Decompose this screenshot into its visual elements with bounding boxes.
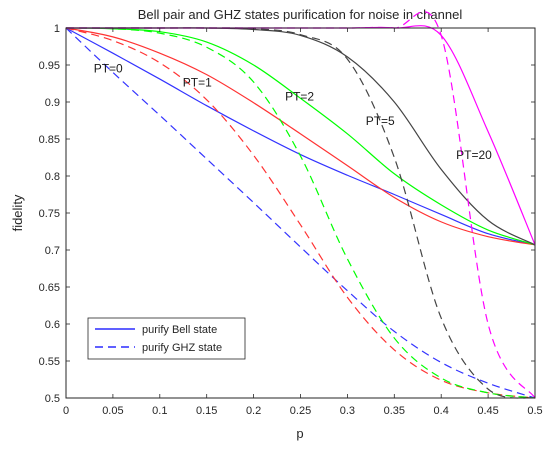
x-tick-label: 0.15 (196, 405, 217, 417)
y-tick-label: 0.85 (39, 134, 60, 146)
y-tick-label: 0.75 (39, 208, 60, 220)
x-tick-label: 0.05 (102, 405, 123, 417)
y-tick-label: 0.6 (45, 319, 60, 331)
legend-label-bell: purify Bell state (142, 324, 217, 336)
annotation-label: PT=0 (94, 61, 123, 75)
annotation-label: PT=1 (183, 76, 212, 90)
series-line-5 (65, 27, 536, 246)
x-tick-label: 0.5 (527, 405, 542, 417)
y-tick-label: 0.65 (39, 282, 60, 294)
legend-label-ghz: purify GHZ state (142, 342, 222, 354)
y-tick-label: 0.7 (45, 245, 60, 257)
series-line-3 (65, 27, 536, 246)
y-tick-label: 0.5 (45, 393, 60, 405)
series-line-1 (65, 27, 536, 246)
y-tick-label: 0.55 (39, 356, 60, 368)
y-tick-label: 0.8 (45, 171, 60, 183)
y-axis: 0.5 0.55 0.6 0.65 0.7 0.75 0.8 0.85 0.9 0.95 1 (39, 23, 535, 405)
series-line-6 (65, 27, 536, 399)
y-tick-label: 0.9 (45, 97, 60, 109)
x-tick-label: 0.25 (290, 405, 311, 417)
x-tick-label: 0.45 (477, 405, 498, 417)
annotation-label: PT=5 (366, 114, 395, 128)
y-tick-label: 0.95 (39, 60, 60, 72)
annotation-layer: PT=0 PT=1 PT=2 PT=5 PT=20 (94, 61, 492, 162)
y-tick-label: 1 (54, 23, 60, 35)
x-axis-label: p (296, 426, 303, 441)
x-tick-label: 0.2 (246, 405, 261, 417)
y-axis-label: fidelity (10, 194, 25, 231)
chart-title: Bell pair and GHZ states purification fo… (138, 7, 463, 22)
x-tick-label: 0.4 (434, 405, 449, 417)
x-axis: 0 0.05 0.1 0.15 0.2 0.25 0.3 0.35 0.4 0.45 0.5 (63, 28, 543, 417)
x-tick-label: 0.1 (152, 405, 167, 417)
series-line-2 (65, 27, 536, 399)
annotation-label: PT=2 (285, 90, 314, 104)
x-tick-label: 0.35 (384, 405, 405, 417)
legend: purify Bell state purify GHZ state (87, 317, 246, 360)
series-line-4 (65, 27, 536, 399)
legend-box (87, 317, 246, 360)
annotation-label: PT=20 (456, 148, 492, 162)
x-tick-label: 0.3 (340, 405, 355, 417)
x-tick-label: 0 (63, 405, 69, 417)
